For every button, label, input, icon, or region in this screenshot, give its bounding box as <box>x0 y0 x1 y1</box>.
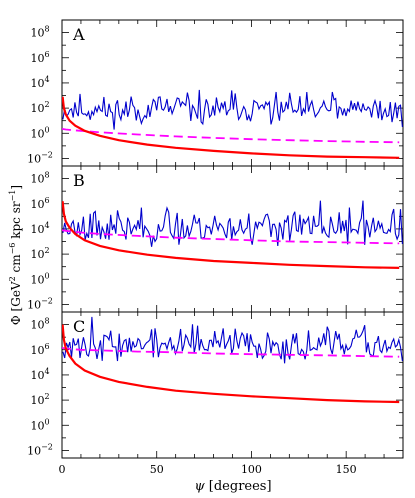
y-tick-label: 102 <box>30 392 49 407</box>
y-axis-label: Φ [GeV2 cm−6 kpc sr−1] <box>8 185 23 325</box>
y-tick-label-base: 10 <box>30 173 44 186</box>
y-tick-label-base: 10 <box>30 248 44 261</box>
y-tick-label-base: 10 <box>30 223 44 236</box>
panel-frame <box>61 311 404 459</box>
y-tick-label-exponent: 4 <box>44 75 49 84</box>
y-tick-label-exponent: 0 <box>44 125 49 134</box>
y-tick-label: 106 <box>30 50 49 65</box>
y-tick-label-base: 10 <box>30 198 44 211</box>
y-tick-label: 104 <box>30 75 49 90</box>
series-noisy-blue <box>62 89 403 130</box>
y-tick-label-exponent: −2 <box>41 150 53 159</box>
x-tick-label: 50 <box>150 463 164 476</box>
y-tick-label-base: 10 <box>30 394 44 407</box>
y-tick-label-exponent: 2 <box>44 100 49 109</box>
y-tick-label-exponent: 2 <box>44 392 49 401</box>
series-noisy-blue <box>62 200 403 247</box>
y-tick-label-exponent: 6 <box>44 196 49 205</box>
panel-label: A <box>72 25 85 44</box>
panel-frame <box>61 19 404 167</box>
y-axis-label-part-b: cm <box>9 254 23 277</box>
y-tick-label-exponent: 6 <box>44 50 49 59</box>
y-axis-label-sup-c: −1 <box>8 190 17 202</box>
y-tick-label-base: 10 <box>30 273 44 286</box>
y-tick-label-base: 10 <box>30 344 44 357</box>
x-axis-label-text: [degrees] <box>205 479 272 494</box>
y-tick-label-exponent: 6 <box>44 342 49 351</box>
y-axis-label-part-c: kpc sr <box>9 201 23 242</box>
x-tick-label: 100 <box>241 463 262 476</box>
y-tick-label: 102 <box>30 246 49 261</box>
series-red-solid <box>62 201 400 269</box>
panel-series <box>62 316 403 404</box>
y-tick-label-exponent: 2 <box>44 246 49 255</box>
y-tick-label: 100 <box>30 417 49 432</box>
y-tick-label-exponent: 4 <box>44 367 49 376</box>
x-axis-label-symbol: ψ <box>194 479 205 494</box>
panel-label: B <box>73 171 85 190</box>
y-tick-label-base: 10 <box>30 102 44 115</box>
y-axis-label-sup-a: 2 <box>8 276 17 281</box>
y-tick-label-base: 10 <box>30 319 44 332</box>
y-tick-label: 108 <box>30 317 49 332</box>
y-tick-label-exponent: 4 <box>44 221 49 230</box>
panel-series <box>62 89 403 159</box>
y-tick-label-exponent: −2 <box>41 296 53 305</box>
y-tick-label: 10−2 <box>27 150 53 165</box>
y-tick-label-base: 10 <box>30 127 44 140</box>
series-magenta-dashed <box>62 347 400 358</box>
y-tick-label-base: 10 <box>30 369 44 382</box>
y-tick-label-exponent: 8 <box>44 171 49 180</box>
y-tick-label: 100 <box>30 271 49 286</box>
y-tick-label-exponent: 8 <box>44 25 49 34</box>
y-tick-label-base: 10 <box>30 77 44 90</box>
y-tick-label-exponent: 0 <box>44 417 49 426</box>
y-tick-label-exponent: −2 <box>41 442 53 451</box>
y-tick-label-base: 10 <box>27 298 41 311</box>
y-tick-label: 106 <box>30 196 49 211</box>
y-axis-label-part-d: ] <box>9 185 23 190</box>
x-tick-label: 150 <box>336 463 357 476</box>
x-tick-label: 0 <box>59 463 66 476</box>
y-tick-label-base: 10 <box>30 419 44 432</box>
y-tick-label-base: 10 <box>30 52 44 65</box>
y-axis-label-sup-b: −6 <box>8 243 17 255</box>
y-tick-label-exponent: 0 <box>44 271 49 280</box>
series-magenta-dashed <box>62 128 400 144</box>
y-tick-label-base: 10 <box>30 27 44 40</box>
y-tick-label: 104 <box>30 221 49 236</box>
series-red-solid <box>62 324 400 404</box>
y-tick-label: 104 <box>30 367 49 382</box>
y-tick-label-base: 10 <box>27 152 41 165</box>
panel-label: C <box>73 317 85 336</box>
series-magenta-dashed <box>62 229 400 245</box>
y-tick-label: 108 <box>30 25 49 40</box>
y-tick-label: 100 <box>30 125 49 140</box>
y-tick-label: 10−2 <box>27 442 53 457</box>
y-axis-label-part-a: Φ [GeV <box>9 281 23 325</box>
series-noisy-blue <box>62 316 403 364</box>
y-tick-label: 108 <box>30 171 49 186</box>
series-red-solid <box>62 96 400 159</box>
y-tick-label: 10−2 <box>27 296 53 311</box>
panel-series <box>62 200 403 269</box>
y-tick-label-base: 10 <box>27 444 41 457</box>
x-axis-label: ψ [degrees] <box>194 479 271 494</box>
y-tick-label-exponent: 8 <box>44 317 49 326</box>
y-tick-label: 106 <box>30 342 49 357</box>
y-tick-label: 102 <box>30 100 49 115</box>
